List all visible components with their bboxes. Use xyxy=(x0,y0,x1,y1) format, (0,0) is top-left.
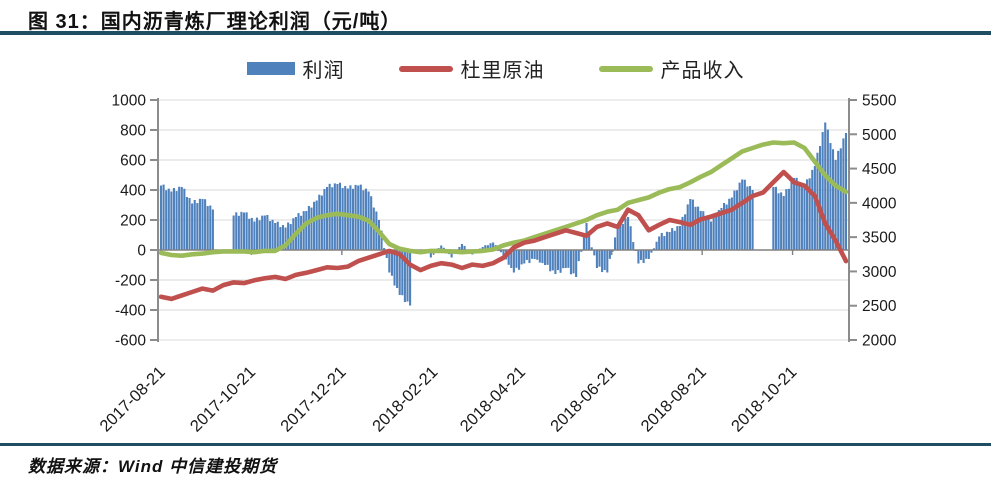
svg-text:3000: 3000 xyxy=(862,264,897,281)
legend-item-profit: 利润 xyxy=(246,54,345,83)
svg-text:3500: 3500 xyxy=(862,230,897,247)
svg-text:2017-08-21: 2017-08-21 xyxy=(96,363,168,435)
svg-text:2017-12-21: 2017-12-21 xyxy=(277,363,349,435)
page-title: 图 31：国内沥青炼厂理论利润（元/吨） xyxy=(28,11,402,33)
svg-text:-400: -400 xyxy=(115,303,146,320)
svg-text:400: 400 xyxy=(120,183,146,200)
svg-text:-600: -600 xyxy=(115,333,146,350)
source-divider xyxy=(0,443,991,446)
axis-labels: 10008006004002000-200-400-60055005000450… xyxy=(112,93,897,350)
title-divider xyxy=(0,31,991,35)
svg-text:0: 0 xyxy=(137,243,146,260)
svg-text:2018-04-21: 2018-04-21 xyxy=(457,363,529,435)
line-swatch-revenue-icon xyxy=(598,65,653,72)
legend-label-revenue: 产品收入 xyxy=(660,60,745,82)
profit-bars xyxy=(159,122,848,306)
svg-text:800: 800 xyxy=(120,123,146,140)
svg-text:2000: 2000 xyxy=(862,333,897,350)
value-axes xyxy=(150,98,857,342)
svg-text:5500: 5500 xyxy=(862,93,897,110)
svg-text:2017-10-21: 2017-10-21 xyxy=(187,363,259,435)
svg-text:2018-10-21: 2018-10-21 xyxy=(728,363,800,435)
legend-item-revenue: 产品收入 xyxy=(598,54,745,83)
line-swatch-duri-icon xyxy=(398,65,453,72)
chart-canvas: 10008006004002000-200-400-60055005000450… xyxy=(96,93,897,436)
svg-text:1000: 1000 xyxy=(112,93,147,110)
x-axis-labels: 2017-08-21 2017-10-21 2017-12-21 2018-02-21… xyxy=(96,363,800,435)
data-source: 数据来源：Wind 中信建投期货 xyxy=(28,457,278,476)
svg-text:4500: 4500 xyxy=(862,161,897,178)
svg-text:2018-02-21: 2018-02-21 xyxy=(369,363,441,435)
svg-text:-200: -200 xyxy=(115,273,146,290)
legend-label-duri: 杜里原油 xyxy=(460,60,545,82)
svg-text:5000: 5000 xyxy=(862,127,897,144)
svg-text:2018-06-21: 2018-06-21 xyxy=(547,363,619,435)
chart-legend: 利润 杜里原油 产品收入 xyxy=(0,54,991,83)
svg-text:200: 200 xyxy=(120,213,146,230)
svg-text:2500: 2500 xyxy=(862,298,897,315)
legend-item-duri: 杜里原油 xyxy=(398,54,545,83)
line-杜里原油 xyxy=(158,169,849,302)
svg-text:600: 600 xyxy=(120,153,146,170)
svg-text:4000: 4000 xyxy=(862,195,897,212)
bar-swatch-icon xyxy=(246,62,295,75)
svg-text:2018-08-21: 2018-08-21 xyxy=(638,363,710,435)
legend-label-profit: 利润 xyxy=(302,60,345,82)
line-产品收入 xyxy=(158,140,849,258)
